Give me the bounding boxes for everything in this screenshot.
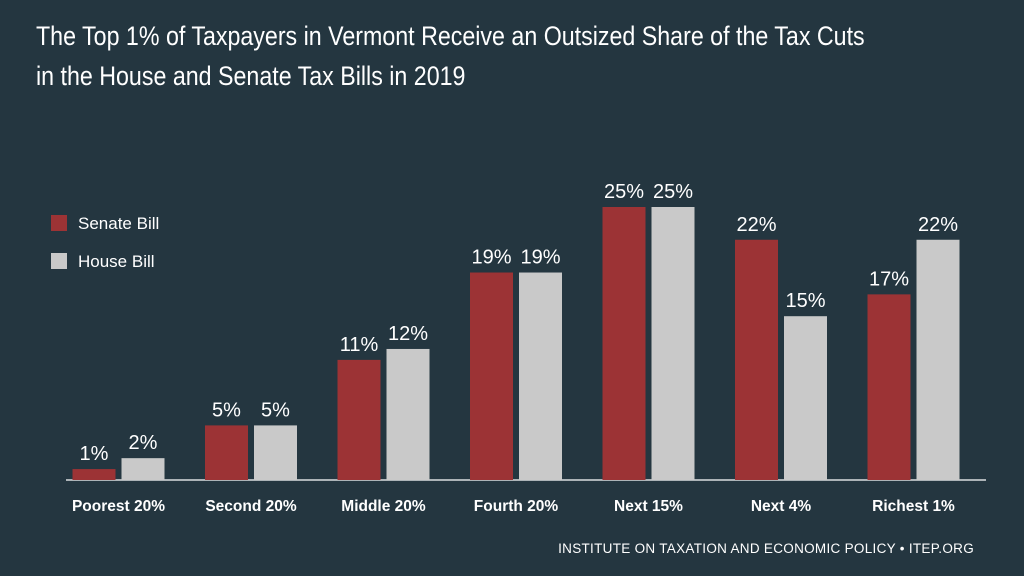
data-label-senate-bill-second-20pct: 5% [212, 399, 241, 421]
bar-house-bill-next-15pct [651, 207, 695, 480]
data-label-senate-bill-next-4pct: 22% [736, 214, 776, 236]
x-tick-label-second-20pct: Second 20% [205, 498, 297, 515]
data-label-senate-bill-richest-1pct: 17% [869, 268, 909, 290]
data-label-house-bill-second-20pct: 5% [261, 399, 290, 421]
x-tick-label-middle-20pct: Middle 20% [341, 498, 426, 515]
data-label-senate-bill-middle-20pct: 11% [340, 334, 379, 356]
bar-house-bill-second-20pct [254, 425, 297, 480]
x-tick-label-fourth-20pct: Fourth 20% [474, 498, 559, 515]
x-tick-label-richest-1pct: Richest 1% [872, 498, 955, 515]
data-label-house-bill-poorest-20pct: 2% [129, 432, 158, 454]
data-label-senate-bill-fourth-20pct: 19% [471, 247, 511, 269]
legend-label-house-bill: House Bill [78, 252, 155, 271]
legend-label-senate-bill: Senate Bill [78, 214, 159, 233]
bar-house-bill-fourth-20pct [519, 272, 562, 480]
legend-swatch-house-bill [51, 253, 67, 269]
bar-senate-bill-next-15pct [602, 207, 646, 480]
chart-title-line-1: The Top 1% of Taxpayers in Vermont Recei… [36, 21, 865, 51]
bar-senate-bill-richest-1pct [867, 294, 911, 480]
data-label-house-bill-richest-1pct: 22% [918, 214, 958, 236]
bar-senate-bill-poorest-20pct [72, 469, 116, 480]
bar-senate-bill-fourth-20pct [470, 272, 513, 480]
x-tick-label-next-4pct: Next 4% [751, 498, 812, 515]
bar-senate-bill-second-20pct [205, 425, 248, 480]
legend-swatch-senate-bill [51, 215, 67, 231]
bar-senate-bill-next-4pct [735, 239, 778, 480]
data-label-senate-bill-poorest-20pct: 1% [80, 443, 109, 465]
bar-house-bill-middle-20pct [386, 348, 430, 480]
x-tick-label-next-15pct: Next 15% [614, 498, 683, 515]
bar-senate-bill-middle-20pct [337, 359, 381, 480]
bar-house-bill-poorest-20pct [121, 458, 165, 480]
bar-house-bill-richest-1pct [916, 239, 960, 480]
bar-house-bill-next-4pct [784, 316, 827, 480]
x-tick-label-poorest-20pct: Poorest 20% [72, 498, 165, 515]
data-label-house-bill-next-4pct: 15% [785, 290, 825, 312]
data-label-senate-bill-next-15pct: 25% [604, 181, 644, 203]
data-label-house-bill-next-15pct: 25% [653, 181, 693, 203]
chart-title: The Top 1% of Taxpayers in Vermont Recei… [36, 16, 865, 96]
source-note: INSTITUTE ON TAXATION AND ECONOMIC POLIC… [558, 541, 974, 556]
data-label-house-bill-fourth-20pct: 19% [520, 247, 560, 269]
data-label-house-bill-middle-20pct: 12% [388, 323, 428, 345]
chart-title-line-2: in the House and Senate Tax Bills in 201… [36, 61, 466, 91]
